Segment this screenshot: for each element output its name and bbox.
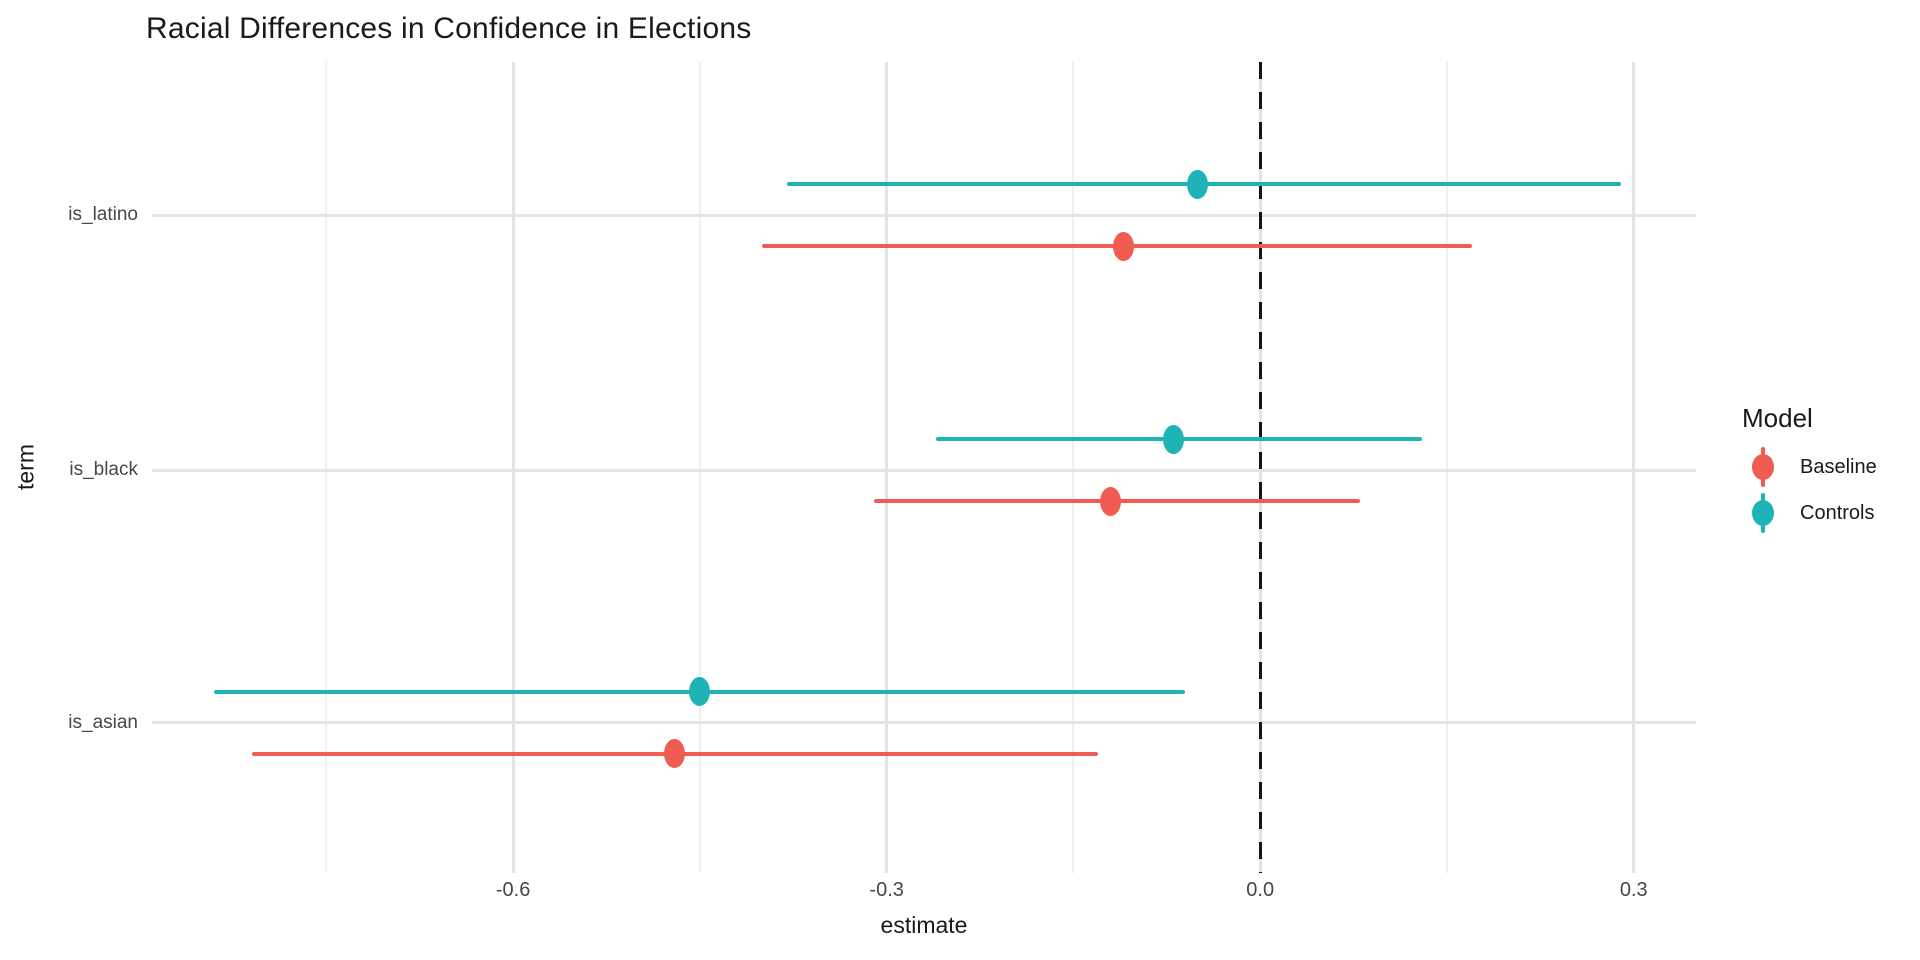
point-estimate-dot xyxy=(1100,486,1122,516)
chart-panel xyxy=(152,62,1696,873)
y-axis-title: term xyxy=(12,444,39,490)
x-tick-label: -0.6 xyxy=(495,879,531,901)
point-estimate-dot xyxy=(1112,231,1134,261)
chart-title: Racial Differences in Confidence in Elec… xyxy=(146,12,752,45)
h-gridline xyxy=(152,213,1696,217)
x-axis-title: estimate xyxy=(880,912,968,938)
legend-title: Model xyxy=(1742,403,1813,433)
legend-key xyxy=(1742,490,1784,536)
legend-item: Baseline xyxy=(1742,444,1920,490)
legend: Model Baseline Controls xyxy=(1742,402,1920,536)
v-gridline-major xyxy=(885,62,889,873)
v-gridline-major xyxy=(1632,62,1636,873)
point-estimate-dot xyxy=(664,739,686,769)
y-tick-label: is_asian xyxy=(68,711,138,733)
x-tick-label: 0.3 xyxy=(1619,879,1648,901)
v-gridline-minor xyxy=(1445,62,1448,873)
legend-items: Baseline Controls xyxy=(1742,444,1920,536)
h-gridline xyxy=(152,721,1696,725)
x-tick-label: 0.0 xyxy=(1246,879,1275,901)
point-estimate-dot xyxy=(1162,424,1184,454)
h-gridline xyxy=(152,468,1696,472)
point-estimate-dot xyxy=(1187,169,1209,199)
v-gridline-major xyxy=(511,62,515,873)
legend-label: Controls xyxy=(1800,501,1875,524)
legend-dot xyxy=(1752,500,1774,526)
point-estimate-dot xyxy=(689,677,711,707)
legend-item: Controls xyxy=(1742,490,1920,536)
v-gridline-minor xyxy=(698,62,701,873)
legend-label: Baseline xyxy=(1800,455,1877,478)
zero-reference-line xyxy=(1258,62,1262,873)
legend-dot xyxy=(1752,454,1774,480)
x-tick-label: -0.3 xyxy=(869,879,904,901)
v-gridline-minor xyxy=(325,62,328,873)
y-tick-label: is_latino xyxy=(68,204,138,226)
legend-key xyxy=(1742,444,1784,490)
v-gridline-minor xyxy=(1072,62,1075,873)
y-tick-label: is_black xyxy=(69,459,138,480)
